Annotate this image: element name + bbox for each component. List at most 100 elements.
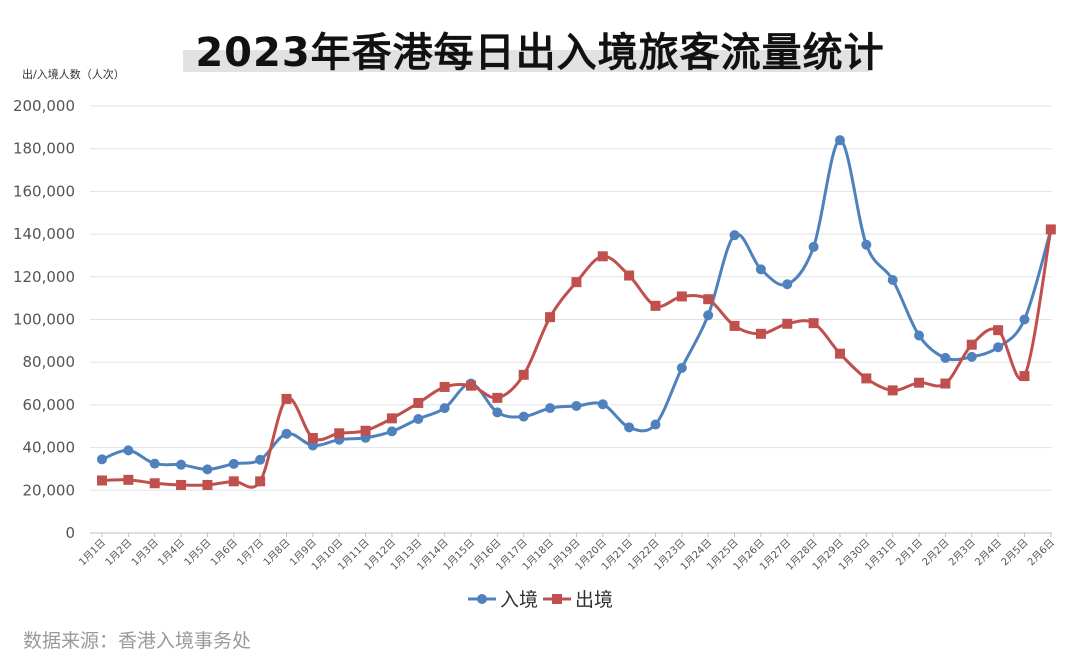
data-point — [149, 458, 160, 469]
data-point — [861, 373, 872, 384]
data-point — [123, 445, 134, 456]
legend-label: 出境 — [575, 589, 613, 611]
data-point — [650, 300, 661, 311]
source-note: 数据来源：香港入境事务处 — [23, 630, 252, 652]
title-highlight — [183, 50, 869, 72]
data-point — [123, 474, 134, 485]
x-tick-label: 1月4日 — [156, 537, 188, 569]
x-tick-label: 2月1日 — [894, 537, 926, 569]
data-point — [149, 478, 160, 489]
legend-marker — [477, 594, 487, 604]
data-point — [202, 479, 213, 490]
data-point — [729, 320, 740, 331]
data-point — [676, 291, 687, 302]
data-point — [834, 348, 845, 359]
x-tick-label: 2月5日 — [999, 537, 1031, 569]
line-chart: 0 20,000 40,000 60,000 80,000 100,000 120,000 1… — [13, 97, 1057, 611]
data-point — [703, 310, 714, 321]
data-point — [255, 476, 266, 487]
data-point — [228, 458, 239, 469]
data-point — [360, 425, 371, 436]
data-point — [782, 318, 793, 329]
data-point — [492, 392, 503, 403]
series-entry — [97, 135, 1056, 475]
data-point — [439, 381, 450, 392]
data-point — [492, 407, 503, 418]
data-point — [624, 422, 635, 433]
data-point — [413, 397, 424, 408]
x-tick-label: 1月7日 — [235, 537, 267, 569]
y-tick-label: 180,000 — [13, 140, 75, 158]
data-point — [940, 378, 951, 389]
data-point — [571, 277, 582, 288]
data-point — [782, 279, 793, 290]
x-tick-label: 1月5日 — [182, 537, 214, 569]
data-point — [624, 270, 635, 281]
data-point — [887, 385, 898, 396]
data-point — [176, 479, 187, 490]
data-point — [966, 339, 977, 350]
data-point — [176, 459, 187, 470]
data-point — [97, 475, 107, 486]
x-tick-label: 2月4日 — [973, 537, 1005, 569]
data-point — [571, 400, 582, 411]
y-tick-label: 0 — [65, 524, 75, 542]
series-line — [101, 229, 1053, 489]
x-tick-label: 2月3日 — [946, 537, 978, 569]
x-tick-label: 2月6日 — [1025, 537, 1057, 569]
data-point — [97, 454, 107, 465]
data-point — [597, 251, 608, 262]
data-point — [413, 413, 424, 424]
data-point — [1045, 224, 1056, 235]
data-point — [202, 464, 213, 475]
data-point — [1019, 371, 1030, 382]
data-point — [834, 135, 845, 146]
x-tick-label: 2月2日 — [920, 537, 952, 569]
chart-title: 2023年香港每日出入境旅客流量统计 — [195, 30, 885, 76]
legend-marker — [552, 594, 562, 604]
gridlines — [90, 105, 1052, 534]
legend-label: 入境 — [500, 589, 538, 611]
data-point — [861, 239, 872, 250]
legend: 入境 出境 — [468, 589, 613, 611]
data-point — [755, 328, 766, 339]
data-point — [993, 342, 1004, 353]
data-point — [993, 325, 1004, 336]
data-point — [228, 476, 239, 487]
data-point — [281, 393, 292, 404]
y-tick-label: 100,000 — [13, 311, 75, 329]
data-point — [808, 241, 819, 252]
data-point — [386, 413, 397, 424]
data-point — [597, 399, 608, 410]
data-point — [386, 426, 397, 437]
y-tick-label: 140,000 — [13, 225, 75, 243]
data-point — [729, 230, 740, 241]
y-tick-label: 200,000 — [13, 97, 75, 115]
y-tick-label: 60,000 — [23, 396, 76, 414]
series-line — [101, 138, 1053, 471]
y-axis-label: 出/入境人数（人次） — [22, 68, 125, 81]
data-point — [1019, 314, 1030, 325]
data-point — [518, 369, 529, 380]
y-tick-label: 40,000 — [23, 439, 76, 457]
x-tick-label: 1月6日 — [208, 537, 240, 569]
data-point — [940, 352, 951, 363]
y-tick-label: 160,000 — [13, 182, 75, 200]
data-point — [334, 428, 345, 439]
data-point — [281, 428, 292, 439]
data-point — [703, 294, 714, 305]
data-point — [465, 380, 476, 391]
data-point — [545, 403, 556, 414]
data-point — [650, 419, 661, 430]
data-point — [914, 330, 925, 341]
data-point — [808, 318, 819, 329]
x-tick-label: 1月3日 — [129, 537, 161, 569]
data-point — [518, 411, 529, 422]
y-tick-label: 20,000 — [23, 481, 76, 499]
data-point — [545, 312, 556, 323]
y-tick-label: 120,000 — [13, 268, 75, 286]
y-tick-label: 80,000 — [23, 353, 76, 371]
x-tick-label: 1月2日 — [103, 537, 135, 569]
data-point — [887, 275, 898, 286]
data-point — [307, 432, 318, 443]
